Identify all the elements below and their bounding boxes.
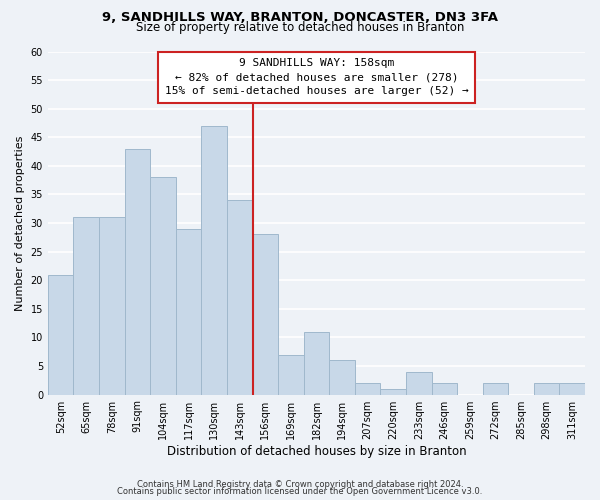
Bar bbox=[48, 274, 73, 394]
Bar bbox=[304, 332, 329, 394]
Bar bbox=[125, 148, 150, 394]
Bar bbox=[176, 229, 202, 394]
Text: Size of property relative to detached houses in Branton: Size of property relative to detached ho… bbox=[136, 22, 464, 35]
Bar bbox=[99, 218, 125, 394]
Bar bbox=[534, 383, 559, 394]
Text: Contains HM Land Registry data © Crown copyright and database right 2024.: Contains HM Land Registry data © Crown c… bbox=[137, 480, 463, 489]
Bar bbox=[329, 360, 355, 394]
Text: 9 SANDHILLS WAY: 158sqm
← 82% of detached houses are smaller (278)
15% of semi-d: 9 SANDHILLS WAY: 158sqm ← 82% of detache… bbox=[164, 58, 469, 96]
Bar bbox=[380, 389, 406, 394]
Bar bbox=[227, 200, 253, 394]
Bar bbox=[253, 234, 278, 394]
Bar bbox=[278, 354, 304, 395]
Bar bbox=[406, 372, 431, 394]
Bar bbox=[431, 383, 457, 394]
Bar bbox=[482, 383, 508, 394]
Y-axis label: Number of detached properties: Number of detached properties bbox=[15, 136, 25, 310]
Bar bbox=[355, 383, 380, 394]
X-axis label: Distribution of detached houses by size in Branton: Distribution of detached houses by size … bbox=[167, 444, 466, 458]
Text: 9, SANDHILLS WAY, BRANTON, DONCASTER, DN3 3FA: 9, SANDHILLS WAY, BRANTON, DONCASTER, DN… bbox=[102, 11, 498, 24]
Bar bbox=[202, 126, 227, 394]
Bar bbox=[73, 218, 99, 394]
Bar bbox=[150, 178, 176, 394]
Bar bbox=[559, 383, 585, 394]
Text: Contains public sector information licensed under the Open Government Licence v3: Contains public sector information licen… bbox=[118, 487, 482, 496]
